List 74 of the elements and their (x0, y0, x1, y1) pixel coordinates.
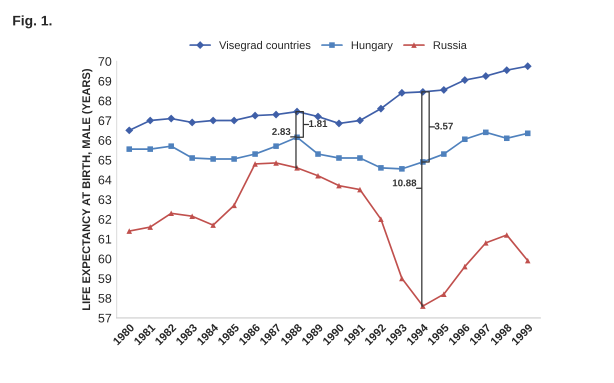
point (378, 165, 384, 171)
y-tick-label: 66 (98, 136, 112, 145)
point (209, 116, 218, 124)
point (357, 155, 363, 161)
y-tick-label: 60 (98, 254, 112, 264)
point (230, 116, 238, 124)
point (252, 151, 258, 157)
point (336, 182, 342, 188)
point (483, 130, 489, 136)
y-tick-label: 59 (98, 274, 112, 284)
point (399, 166, 405, 172)
y-tick-label: 68 (98, 96, 112, 106)
point (147, 224, 153, 230)
y-tick-label: 64 (98, 176, 112, 184)
point (462, 136, 468, 142)
y-tick-label: 67 (98, 116, 112, 126)
y-tick-label: 61 (98, 234, 112, 244)
point (441, 291, 447, 297)
point (462, 264, 468, 270)
legend-label: Hungary (352, 41, 393, 52)
point (336, 155, 342, 161)
y-axis-title: LIFE EXPECTANCY AT BIRTH, MALE (YEARS) (82, 69, 92, 310)
y-tick-label: 65 (98, 156, 112, 165)
point (524, 130, 531, 136)
point (460, 76, 469, 84)
point (356, 116, 364, 124)
point (273, 160, 279, 166)
point (398, 88, 406, 97)
point (504, 232, 510, 238)
annotation: 10.88 (392, 179, 416, 186)
point (168, 210, 174, 216)
point (315, 151, 321, 157)
y-tick-label: 62 (98, 214, 112, 224)
point (189, 213, 195, 220)
point (440, 86, 448, 94)
y-tick-label: 57 (98, 314, 112, 323)
point (210, 222, 216, 228)
point (524, 62, 532, 70)
point (335, 120, 343, 128)
point (167, 114, 176, 122)
point (482, 72, 490, 80)
point (146, 116, 154, 124)
point (524, 258, 531, 264)
point (314, 112, 322, 120)
y-tick-label: 58 (98, 294, 112, 303)
point (441, 151, 447, 157)
point (376, 104, 385, 113)
point (251, 112, 260, 120)
y-tick-label: 63 (98, 195, 112, 204)
annotation: 3.57 (434, 122, 453, 130)
point (188, 118, 196, 126)
y-tick-label: 69 (98, 76, 112, 86)
point (483, 240, 489, 246)
point (168, 143, 174, 149)
point (315, 172, 321, 179)
y-tick-label: 70 (98, 57, 112, 66)
point (502, 66, 511, 74)
annotation: 1.81 (309, 120, 328, 128)
point (126, 146, 132, 152)
point (147, 146, 153, 152)
point (273, 143, 279, 149)
legend-label: Visegrad countries (219, 40, 310, 52)
point (126, 228, 132, 234)
point (189, 155, 195, 161)
legend-label: Russia (434, 40, 467, 50)
annotation: 2.83 (272, 128, 290, 136)
chart-title: Fig. 1. (13, 15, 52, 28)
point (210, 156, 216, 162)
point (504, 135, 510, 142)
point (378, 216, 384, 222)
point (357, 186, 363, 192)
point (125, 126, 134, 134)
point (272, 110, 280, 119)
point (231, 156, 237, 162)
